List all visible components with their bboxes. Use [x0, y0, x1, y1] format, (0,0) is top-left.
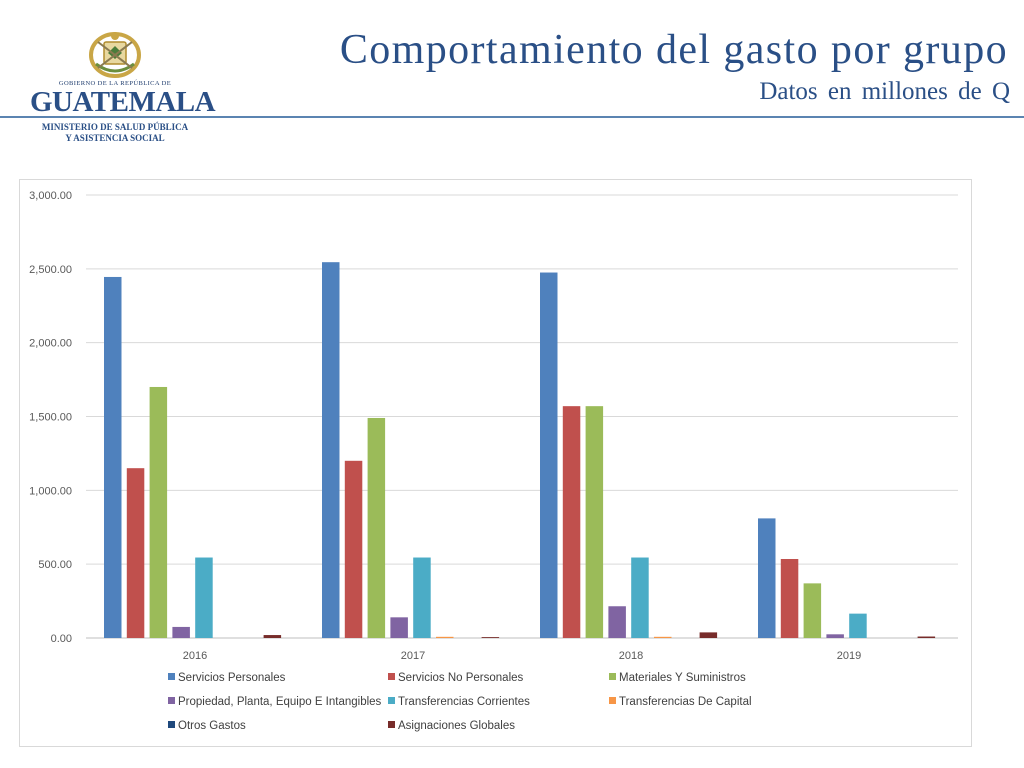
logo-main-text: GUATEMALA [30, 86, 216, 118]
ministry-logo: GOBIERNO DE LA REPÚBLICA DE GUATEMALA MI… [30, 28, 216, 146]
bar-asignaciones-globales-2019 [917, 636, 936, 638]
legend-label: Materiales Y Suministros [619, 672, 746, 684]
legend-item: Materiales Y Suministros [609, 672, 746, 688]
legend-swatch [168, 721, 175, 728]
logo-top-text: GOBIERNO DE LA REPÚBLICA DE [58, 80, 172, 87]
y-tick-label: 2,500.00 [29, 264, 72, 276]
bar-transferencias-corrientes-2018 [631, 557, 649, 638]
x-tick-label: 2016 [183, 650, 207, 662]
bar-materiales-y-suministros-2018 [585, 406, 604, 638]
bar-transferencias-corrientes-2016 [195, 557, 213, 638]
legend-swatch [168, 673, 175, 680]
logo-ministry-line2: Y ASISTENCIA SOCIAL [65, 133, 165, 143]
legend-label: Transferencias De Capital [619, 696, 752, 708]
bar-materiales-y-suministros-2017 [367, 417, 386, 638]
bar-servicios-no-personales-2016 [126, 468, 145, 638]
slide-header: GOBIERNO DE LA REPÚBLICA DE GUATEMALA MI… [0, 0, 1024, 150]
bar-propiedad-planta-equipo-e-intangibles-2019 [826, 634, 844, 638]
x-tick-label: 2019 [837, 650, 861, 662]
bar-propiedad-planta-equipo-e-intangibles-2018 [608, 606, 626, 638]
bar-servicios-no-personales-2018 [562, 406, 581, 638]
bar-servicios-no-personales-2019 [780, 558, 799, 638]
bar-servicios-personales-2016 [104, 276, 122, 638]
legend-swatch [388, 721, 395, 728]
legend-swatch [168, 697, 175, 704]
legend-swatch [388, 673, 395, 680]
legend-item: Servicios Personales [168, 672, 285, 688]
legend-swatch [609, 697, 616, 704]
bar-transferencias-de-capital-2018 [654, 636, 672, 638]
bar-propiedad-planta-equipo-e-intangibles-2016 [172, 626, 190, 638]
slide-title: Comportamiento del gasto por grupo [339, 27, 1008, 73]
legend-item: Propiedad, Planta, Equipo E Intangibles [168, 696, 381, 712]
y-tick-label: 2,000.00 [29, 338, 72, 350]
legend-item: Transferencias Corrientes [388, 696, 530, 712]
y-tick-label: 1,500.00 [29, 412, 72, 424]
bar-transferencias-corrientes-2019 [849, 613, 867, 638]
y-tick-label: 1,000.00 [29, 485, 72, 497]
bar-servicios-personales-2019 [758, 518, 776, 638]
y-tick-label: 3,000.00 [29, 190, 72, 202]
bar-propiedad-planta-equipo-e-intangibles-2017 [390, 617, 408, 638]
bar-transferencias-corrientes-2017 [413, 557, 431, 638]
legend-swatch [388, 697, 395, 704]
chart-legend: Servicios Personales Servicios No Persona… [168, 672, 868, 752]
legend-label: Asignaciones Globales [398, 720, 515, 732]
chart-area: 0.00 500.00 1,000.00 1,500.00 2,000.00 2,500.… [19, 179, 972, 747]
bar-servicios-personales-2017 [322, 262, 340, 638]
legend-item: Otros Gastos [168, 720, 246, 736]
legend-label: Servicios No Personales [398, 672, 524, 684]
slide-subtitle: Datos en millones de Q [759, 78, 1010, 105]
y-tick-label: 500.00 [38, 559, 72, 571]
legend-swatch [609, 673, 616, 680]
coat-of-arms-icon [89, 32, 141, 78]
x-tick-label: 2018 [619, 650, 643, 662]
y-tick-label: 0.00 [51, 633, 72, 645]
bar-asignaciones-globales-2017 [481, 637, 500, 638]
bar-transferencias-de-capital-2017 [436, 636, 454, 638]
bar-servicios-personales-2018 [540, 272, 558, 638]
header-divider [0, 116, 1024, 118]
bar-asignaciones-globales-2016 [263, 635, 282, 638]
legend-item: Transferencias De Capital [609, 696, 752, 712]
x-tick-label: 2017 [401, 650, 425, 662]
logo-ministry-line1: MINISTERIO DE SALUD PÚBLICA [41, 122, 189, 132]
bar-materiales-y-suministros-2016 [149, 386, 168, 638]
bar-materiales-y-suministros-2019 [803, 583, 822, 638]
legend-item: Servicios No Personales [388, 672, 523, 688]
legend-label: Otros Gastos [178, 720, 246, 732]
legend-item: Asignaciones Globales [388, 720, 515, 736]
bar-asignaciones-globales-2018 [699, 632, 718, 638]
bar-chart: 0.00 500.00 1,000.00 1,500.00 2,000.00 2,500.… [29, 190, 958, 662]
legend-label: Propiedad, Planta, Equipo E Intangibles [178, 696, 382, 708]
bar-servicios-no-personales-2017 [344, 460, 363, 638]
legend-label: Transferencias Corrientes [398, 696, 530, 708]
legend-label: Servicios Personales [178, 672, 286, 684]
